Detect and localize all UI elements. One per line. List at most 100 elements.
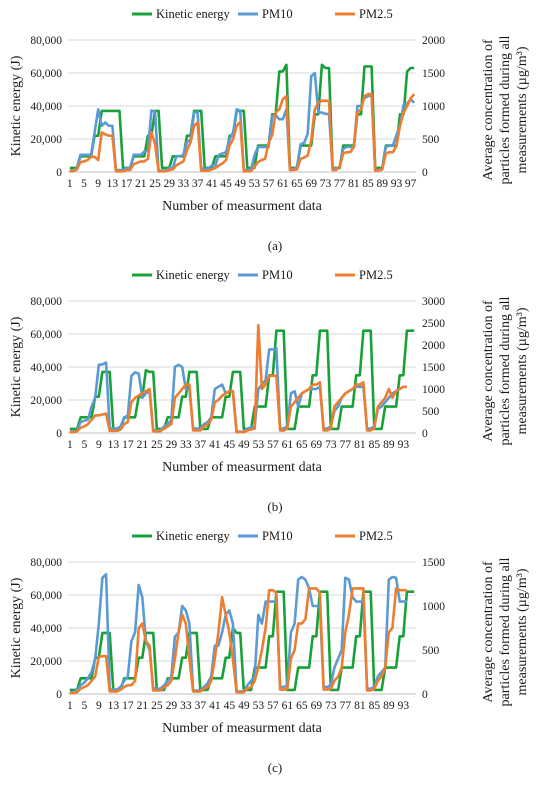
panel-label: (a) [268, 238, 282, 253]
x-tick-label: 33 [178, 178, 190, 190]
y2-tick-label: 1000 [422, 101, 445, 113]
x-tick-label: 57 [263, 178, 275, 190]
x-tick-label: 1 [67, 178, 73, 190]
y2-tick-label: 0 [422, 689, 428, 701]
y2-tick-label: 0 [422, 428, 428, 440]
y2-tick-label: 1500 [422, 362, 445, 374]
x-tick-label: 25 [151, 700, 163, 712]
y2-tick-label: 1000 [422, 601, 445, 613]
x-tick-label: 49 [238, 700, 250, 712]
x-tick-label: 29 [163, 178, 175, 190]
y2-tick-label: 500 [422, 406, 440, 418]
x-tick-label: 21 [137, 700, 149, 712]
x-tick-label: 93 [398, 439, 410, 451]
legend-label: Kinetic energy [156, 7, 230, 21]
x-tick-label: 17 [122, 439, 134, 451]
y-tick-label: 40,000 [30, 362, 62, 374]
x-tick-label: 45 [220, 178, 232, 190]
x-tick-label: 89 [383, 700, 395, 712]
y-tick-label: 20,000 [30, 395, 62, 407]
y-tick-label: 20,000 [30, 656, 62, 668]
x-tick-label: 37 [195, 439, 207, 451]
x-tick-label: 21 [135, 178, 147, 190]
x-tick-label: 45 [224, 700, 236, 712]
legend-label: PM10 [262, 268, 293, 282]
x-tick-label: 61 [282, 700, 294, 712]
chart-panel-b: 0 20,000 40,000 60,000 80,000 0 500 1000 1500 200… [0, 261, 550, 521]
x-tick-label: 25 [149, 178, 161, 190]
y2-tick-label: 0 [422, 167, 428, 179]
x-tick-label: 13 [108, 439, 120, 451]
y-tick-label: 60,000 [30, 68, 62, 80]
x-tick-label: 93 [391, 178, 403, 190]
y2-tick-label: 500 [422, 134, 440, 146]
legend-label: PM10 [262, 529, 293, 543]
y2-axis-title-line: Average concentration of [481, 39, 496, 181]
x-tick-label: 9 [95, 178, 101, 190]
x-tick-label: 93 [398, 700, 410, 712]
x-tick-label: 45 [224, 439, 236, 451]
panel-label: (b) [267, 499, 282, 514]
x-tick-label: 65 [291, 178, 303, 190]
y-tick-label: 0 [56, 689, 62, 701]
x-tick-label: 81 [354, 439, 366, 451]
x-tick-label: 41 [209, 700, 221, 712]
x-tick-label: 17 [121, 178, 133, 190]
series-line-kinetic-energy [69, 329, 415, 431]
y2-tick-label: 1500 [422, 557, 445, 569]
y-tick-label: 80,000 [30, 35, 62, 47]
chart-panel-c: 0 20,000 40,000 60,000 80,000 0 500 1000 1500 1 5 9… [0, 522, 550, 782]
x-tick-label: 85 [362, 178, 374, 190]
x-tick-label: 13 [107, 178, 119, 190]
x-tick-label: 29 [166, 700, 178, 712]
x-tick-label: 1 [67, 439, 73, 451]
x-tick-label: 61 [277, 178, 289, 190]
x-tick-label: 53 [253, 700, 265, 712]
x-tick-label: 29 [166, 439, 178, 451]
y2-tick-label: 2000 [422, 35, 445, 47]
y-tick-label: 60,000 [30, 329, 62, 341]
y-tick-label: 80,000 [30, 557, 62, 569]
x-tick-label: 49 [238, 439, 250, 451]
x-axis-title: Number of measurment data [162, 460, 323, 475]
x-tick-label: 5 [81, 439, 87, 451]
series-line-pm2-5 [69, 92, 416, 173]
x-tick-label: 53 [249, 178, 261, 190]
y2-tick-label: 3000 [422, 296, 445, 308]
y2-axis-title-line: particles formed during all [498, 557, 513, 706]
y-tick-label: 0 [56, 167, 62, 179]
chart-panel-a: 0 20,000 40,000 60,000 80,000 0 500 1000 1500 200… [0, 0, 550, 260]
legend-label: Kinetic energy [156, 529, 230, 543]
series-line-pm10 [69, 347, 407, 433]
y2-axis-title-line: Average concentration of [481, 561, 496, 703]
y-tick-label: 20,000 [30, 134, 62, 146]
y2-tick-label: 500 [422, 645, 440, 657]
y-tick-label: 60,000 [30, 590, 62, 602]
y-tick-label: 0 [56, 428, 62, 440]
x-tick-label: 69 [311, 439, 323, 451]
x-axis-title: Number of measurment data [162, 199, 323, 214]
y-tick-label: 40,000 [30, 101, 62, 113]
y-axis-title: Kinetic energy (J) [9, 316, 24, 417]
series-line-pm2-5 [69, 323, 407, 434]
x-tick-label: 85 [369, 700, 381, 712]
y-tick-label: 80,000 [30, 296, 62, 308]
x-tick-label: 1 [67, 700, 73, 712]
x-tick-label: 5 [81, 700, 87, 712]
x-tick-label: 73 [320, 178, 332, 190]
x-tick-label: 97 [405, 178, 417, 190]
x-tick-label: 41 [209, 439, 221, 451]
y2-axis-title-line: measurements (µg/m³) [515, 307, 530, 434]
y2-tick-label: 1000 [422, 384, 445, 396]
x-tick-label: 77 [334, 178, 346, 190]
chart-a: 0 20,000 40,000 60,000 80,000 0 500 1000 1500 200… [9, 7, 530, 253]
x-tick-label: 33 [180, 700, 192, 712]
x-tick-label: 65 [296, 700, 308, 712]
x-tick-label: 73 [325, 439, 337, 451]
y2-tick-label: 1500 [422, 68, 445, 80]
y-tick-label: 40,000 [30, 623, 62, 635]
x-tick-label: 85 [369, 439, 381, 451]
x-tick-label: 41 [206, 178, 218, 190]
x-tick-label: 53 [253, 439, 265, 451]
x-tick-label: 57 [267, 700, 279, 712]
